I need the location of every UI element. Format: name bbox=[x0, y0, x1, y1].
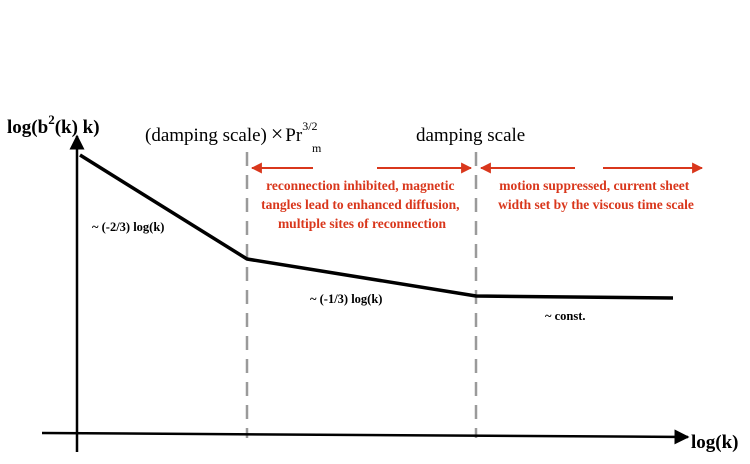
damping-scale-label: damping scale bbox=[416, 125, 525, 146]
flat-slope-label: ~ const. bbox=[545, 309, 586, 323]
prandtl-subscript: m bbox=[312, 141, 322, 155]
steep-slope-label: ~ (-2/3) log(k) bbox=[92, 220, 164, 234]
spectrum-curve bbox=[79, 153, 674, 300]
shallow-slope-label: ~ (-1/3) log(k) bbox=[310, 292, 382, 306]
right-annotation: motion suppressed, current sheet width s… bbox=[498, 178, 694, 212]
middle-annotation: reconnection inhibited, magnetic tangles… bbox=[261, 178, 463, 231]
damping-scale-pr-label: (damping scale) × Pr3/2 bbox=[145, 119, 318, 146]
x-axis bbox=[41, 429, 690, 445]
y-axis-label: log(b2(k) k) bbox=[7, 112, 100, 138]
x-axis-label: log(k) bbox=[691, 432, 739, 453]
